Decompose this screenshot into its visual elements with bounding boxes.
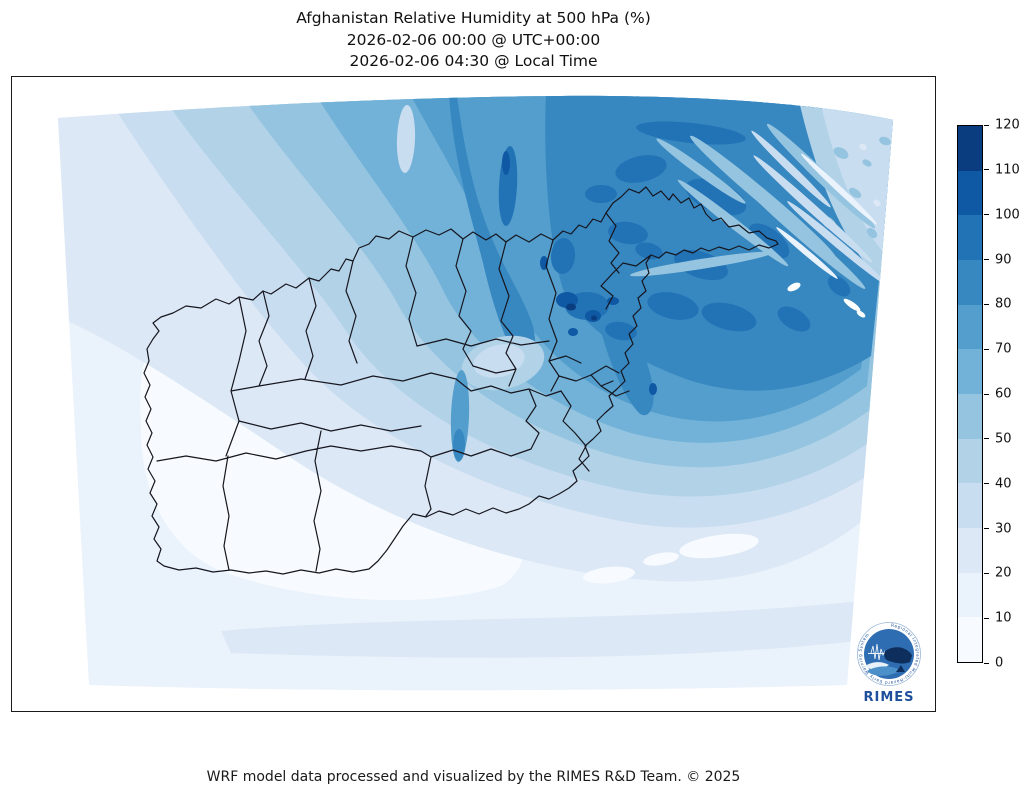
colorbar-tick-mark (984, 662, 989, 664)
figure-title: Afghanistan Relative Humidity at 500 hPa… (11, 8, 936, 73)
northeast-light-streaks (396, 101, 893, 293)
rimes-logo: Regional Integrated Multi-Hazard Early W… (855, 620, 923, 712)
colorbar: 0 10 20 30 40 50 60 70 80 90 100 110 120 (957, 119, 1030, 670)
colorbar-tick-label: 10 (995, 610, 1012, 626)
colorbar-tick-mark (984, 438, 989, 440)
map-plot-frame: Regional Integrated Multi-Hazard Early W… (11, 76, 936, 712)
masked-white-marks (787, 282, 866, 318)
colorbar-tick-label: 0 (995, 655, 1004, 671)
colorbar-tick-mark (984, 617, 989, 619)
colorbar-tick-mark (984, 124, 989, 126)
footer-credit: WRF model data processed and visualized … (206, 769, 741, 785)
logo-artwork (865, 643, 912, 676)
colorbar-tick-mark (984, 348, 989, 350)
wave-dark (867, 666, 901, 676)
colorbar-tick-mark (984, 528, 989, 529)
colorbar-tick-label: 70 (995, 341, 1012, 357)
title-line-2: 2026-02-06 00:00 @ UTC+00:00 (346, 30, 601, 49)
title-line-1: Afghanistan Relative Humidity at 500 hPa… (296, 9, 651, 27)
humidity-map (58, 95, 893, 691)
colorbar-tick-label: 20 (995, 565, 1012, 581)
colorbar-tick-label: 60 (995, 386, 1012, 402)
country-outline (143, 186, 779, 575)
colorbar-band (958, 483, 982, 528)
rimes-logo-graphic: Regional Integrated Multi-Hazard Early W… (857, 622, 921, 705)
colorbar-tick-mark (984, 483, 989, 485)
colorbar-tick-mark (984, 214, 989, 216)
colorbar-band (958, 528, 982, 573)
colorbar-tick-label: 90 (995, 252, 1012, 267)
colorbar-band (958, 438, 982, 484)
colorbar-band (958, 572, 982, 618)
colorbar-tick-mark (984, 572, 989, 574)
boat-icon (896, 665, 905, 672)
colorbar-band (958, 260, 982, 305)
colorbar-tick-mark (984, 259, 989, 260)
colorbar-tick-mark (984, 393, 989, 395)
colorbar-tick-label: 110 (995, 162, 1020, 178)
colorbar-tick-label: 100 (995, 207, 1020, 223)
colorbar-tick-label: 30 (995, 521, 1012, 536)
colorbar-band (958, 617, 982, 662)
humidity-field (58, 95, 893, 691)
colorbar-band (958, 126, 982, 171)
humidity-high-cells (498, 121, 851, 341)
colorbar-tick-label: 40 (995, 476, 1012, 492)
colorbar-band (958, 349, 982, 394)
colorbar-tick-label: 120 (995, 117, 1020, 133)
logo-wordmark: RIMES (863, 690, 914, 705)
seismograph-trace-icon (870, 643, 888, 661)
colorbar-band (958, 304, 982, 350)
colorbar-tick-mark (984, 303, 989, 305)
colorbar-tick-label: 80 (995, 296, 1012, 312)
colorbar-tick-mark (984, 169, 989, 171)
colorbar-band (958, 394, 982, 439)
title-line-3: 2026-02-06 04:30 @ Local Time (349, 52, 598, 70)
colorbar-band (958, 170, 982, 216)
province-boundaries (156, 212, 652, 572)
colorbar-tick-label: 50 (995, 431, 1012, 447)
colorbar-band (958, 215, 982, 260)
humidity-contour-layers (58, 95, 893, 691)
humidity-maxima-cores (502, 151, 657, 395)
colorbar-bands (957, 125, 983, 663)
